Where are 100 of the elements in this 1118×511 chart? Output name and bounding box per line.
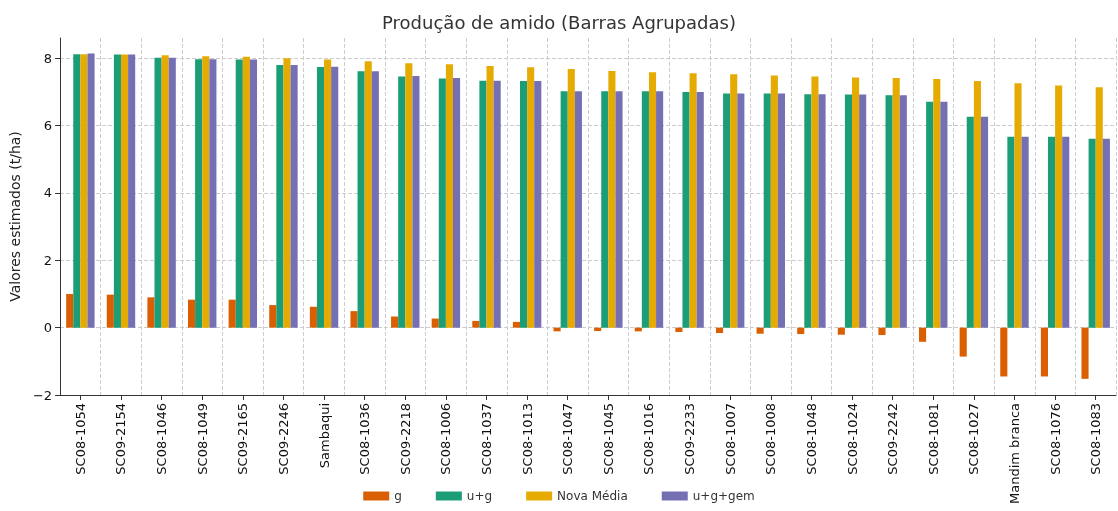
x-tick-label: SC08-1049 [194, 403, 210, 475]
bar [641, 91, 649, 328]
bar [357, 71, 365, 328]
x-tick-label: SC08-1047 [560, 403, 576, 475]
y-tick-label: 8 [43, 50, 53, 66]
bar [919, 327, 927, 342]
x-tick-label: SC08-1006 [438, 403, 454, 475]
bar [168, 57, 176, 328]
bar [80, 54, 88, 328]
bar [120, 54, 129, 328]
y-tick-label: 6 [43, 118, 53, 134]
bar [472, 320, 480, 328]
x-tick-label: SC09-2242 [885, 403, 901, 475]
bar [228, 299, 236, 328]
bar [128, 54, 136, 328]
bar [959, 327, 967, 357]
chart-title: Produção de amido (Barras Agrupadas) [382, 11, 736, 33]
bar [1095, 87, 1103, 328]
bar [534, 81, 542, 328]
x-tick-label: SC08-1013 [519, 403, 535, 475]
bar [926, 101, 934, 328]
bar [331, 66, 339, 328]
bar [797, 327, 805, 335]
bar [933, 79, 941, 328]
bar [364, 61, 372, 328]
x-tick-label: SC08-1076 [1047, 403, 1063, 475]
x-tick-label: SC08-1016 [641, 403, 657, 475]
bar [723, 93, 731, 328]
bar [682, 91, 690, 328]
bar [161, 55, 169, 328]
bar [493, 80, 501, 328]
bar [601, 91, 609, 328]
bar [852, 77, 860, 328]
bar [309, 306, 317, 328]
bar [567, 68, 575, 328]
bar [520, 81, 528, 328]
bar [1062, 136, 1070, 328]
bar [615, 91, 623, 328]
bar [837, 327, 845, 335]
bar [350, 311, 358, 328]
x-tick-label: SC08-1048 [803, 403, 819, 475]
bar [763, 93, 771, 328]
bar [1047, 136, 1056, 328]
bar [398, 76, 406, 328]
bar [276, 64, 284, 328]
bar [730, 74, 738, 328]
bar [899, 95, 907, 328]
bar [675, 327, 683, 333]
bar [106, 294, 114, 328]
y-tick-label: 2 [43, 252, 53, 268]
bar [154, 57, 162, 328]
y-tick-label: 4 [43, 185, 53, 201]
x-tick-label: SC08-1083 [1088, 403, 1104, 475]
bar [1088, 138, 1096, 328]
x-tick-label: SC08-1007 [722, 403, 738, 475]
x-tick-label: SC09-2218 [397, 403, 413, 475]
bar [656, 91, 664, 328]
bar [316, 66, 325, 328]
legend-label: u+g [466, 489, 493, 503]
x-tick-label: SC08-1046 [154, 403, 170, 475]
x-tick-label: SC08-1024 [844, 403, 860, 475]
x-tick-label: SC08-1036 [357, 403, 373, 475]
bar [391, 316, 399, 328]
bar [689, 73, 697, 328]
bar [756, 327, 764, 334]
bar [804, 94, 812, 328]
bar [405, 63, 413, 328]
bar [113, 54, 121, 328]
x-tick-label: SC08-1054 [72, 403, 88, 475]
bar [696, 91, 704, 328]
bar [859, 94, 867, 328]
bar [235, 59, 243, 328]
bar [608, 71, 616, 328]
bar [324, 59, 332, 328]
bar [87, 53, 95, 328]
bar [777, 93, 785, 328]
bar [1007, 136, 1015, 328]
x-tick-label: SC08-1037 [479, 403, 494, 475]
y-tick-label: 0 [43, 320, 53, 336]
bar [818, 94, 826, 328]
legend-label: g [394, 489, 402, 503]
bar [973, 81, 981, 328]
bar [1000, 327, 1008, 377]
bar [885, 95, 893, 328]
bar [438, 78, 446, 328]
x-tick-label: SC08-1027 [966, 403, 982, 475]
bar [249, 59, 258, 328]
bar [715, 327, 724, 334]
bar [371, 71, 379, 328]
x-tick-label: SC09-2246 [275, 403, 291, 475]
bar [202, 56, 210, 328]
bar [1014, 83, 1022, 328]
bar [574, 91, 582, 328]
legend-label: u+g+gem [692, 489, 755, 503]
bar [242, 56, 250, 328]
bar [811, 76, 819, 328]
y-axis-title: Valores estimados (t/ha) [7, 131, 23, 302]
bar [770, 75, 778, 328]
bar [560, 91, 568, 328]
bar [844, 94, 853, 328]
